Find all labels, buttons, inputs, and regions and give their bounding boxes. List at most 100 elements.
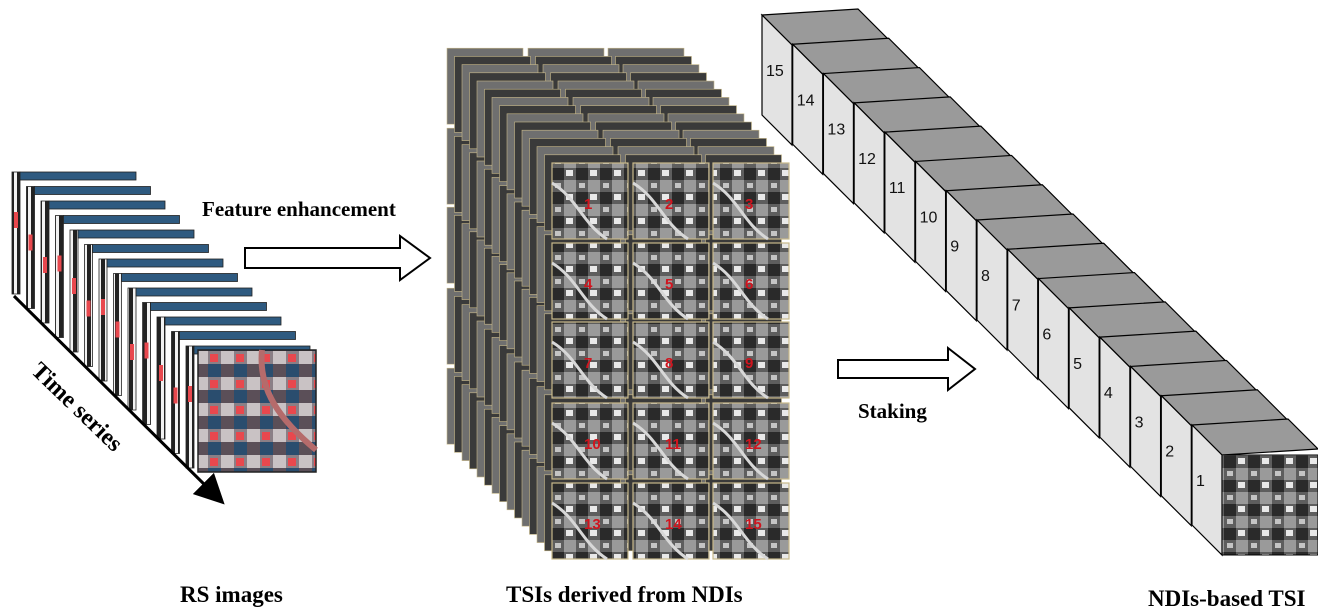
rs-layer-top <box>135 287 253 297</box>
tsi-tile-number: 10 <box>584 436 601 453</box>
stack-cube-number: 1 <box>1196 473 1205 490</box>
tsi-tile-river <box>551 421 608 481</box>
stack-cube-side <box>792 42 824 176</box>
rs-layer-top <box>63 215 180 224</box>
tsi-tile-river <box>632 501 689 561</box>
stack-cube-side <box>976 218 1008 352</box>
rs-layer-top <box>106 258 224 268</box>
stack-cube-number: 4 <box>1104 385 1113 402</box>
stack-cube-number: 10 <box>920 209 938 226</box>
tsi-tile-number: 2 <box>665 196 673 213</box>
rs-layer-mark <box>101 299 105 315</box>
tsi-tile-river <box>632 421 689 481</box>
rs-layer-mark <box>144 342 149 359</box>
tsis-derived-label: TSIs derived from NDIs <box>506 582 743 607</box>
tsi-tile-number: 9 <box>745 355 753 372</box>
rs-images-stack <box>11 171 318 473</box>
stack-cube-side <box>1037 277 1070 411</box>
tsi-tile <box>712 162 790 240</box>
tsi-tile <box>632 162 710 240</box>
tsi-tile-river <box>632 340 689 400</box>
rs-layer-top <box>179 331 296 340</box>
feature-enhancement-arrow <box>244 234 432 282</box>
stack-cube-side <box>1160 394 1192 528</box>
tsi-tile-river <box>712 501 769 561</box>
tsi-tile-river <box>712 340 769 400</box>
rs-layer-mark <box>130 344 134 360</box>
stack-cube-number: 13 <box>827 122 845 139</box>
tsi-tile <box>551 321 629 399</box>
tsi-tile-number: 15 <box>745 516 762 533</box>
stack-cube-number: 15 <box>766 63 784 80</box>
tsi-tile-river <box>551 261 608 321</box>
stack-cube-number: 9 <box>950 239 959 256</box>
ndis-front-image <box>1221 454 1318 556</box>
rs-layer-edge <box>185 345 195 469</box>
stack-cube-number: 3 <box>1135 414 1144 431</box>
tsi-tile-number: 3 <box>745 196 753 213</box>
rs-layer-edge <box>98 258 108 382</box>
tsi-tile-number: 14 <box>665 516 682 533</box>
stack-cube-side <box>1007 247 1039 381</box>
feature-enhancement-label: Feature enhancement <box>202 197 396 221</box>
rs-layer-top <box>150 302 267 311</box>
tsi-tile-number: 11 <box>665 436 681 453</box>
time-series-label: Time series <box>26 358 128 457</box>
tsi-tile-number: 13 <box>584 516 601 533</box>
tsi-tile <box>632 242 710 320</box>
tsi-tile <box>712 402 790 480</box>
tsi-tile-number: 12 <box>745 436 762 453</box>
stack-cube-number: 5 <box>1073 356 1082 373</box>
tsi-tile-river <box>632 261 689 321</box>
ndis-tsi-stack: 15 14 13 12 11 10 9 8 7 6 5 4 3 2 1 <box>760 8 1318 557</box>
tsi-tile <box>551 402 629 480</box>
stack-cube-side <box>822 72 855 206</box>
stack-cube-side <box>914 159 947 293</box>
rs-layer-top <box>34 186 151 195</box>
stack-cube-side <box>761 13 793 147</box>
tsi-tile <box>632 321 710 399</box>
tsi-tile <box>551 242 629 320</box>
stack-cube-number: 6 <box>1042 327 1051 344</box>
staking-label: Staking <box>858 399 927 423</box>
rs-river <box>258 349 318 453</box>
rs-layer-top <box>77 229 195 239</box>
time-series-arrow <box>12 294 225 505</box>
tsi-tile-number: 8 <box>665 355 673 372</box>
rs-layer-mark <box>115 321 120 338</box>
tsi-tile-number: 4 <box>584 276 593 293</box>
rs-front-image <box>197 349 317 473</box>
rs-layer-top <box>19 171 137 181</box>
rs-layer-edge <box>11 171 21 295</box>
rs-layer-top <box>121 273 238 282</box>
tsi-tile-river <box>712 261 769 321</box>
tsi-tile-number: 5 <box>665 276 673 293</box>
rs-layer-top <box>164 316 282 326</box>
rs-layer-mark <box>86 300 91 317</box>
tsi-tile-number: 7 <box>584 355 592 372</box>
stack-cube-side <box>853 101 885 235</box>
stack-cube-number: 12 <box>858 151 876 168</box>
rs-layer-top <box>48 200 166 210</box>
stack-cube-side <box>1099 335 1131 469</box>
tsi-tile-river <box>712 181 769 241</box>
rs-layer-edge <box>55 215 64 338</box>
rs-layer-mark <box>57 255 62 272</box>
rs-layer-top <box>92 244 209 253</box>
stack-cube-side <box>1068 306 1100 440</box>
rs-layer-mark <box>173 387 178 404</box>
tsi-tile-river <box>551 340 608 400</box>
stack-cube-number: 14 <box>797 92 815 109</box>
stack-cube-side <box>884 130 916 264</box>
tsi-tile <box>632 402 710 480</box>
rs-layer-mark <box>43 257 47 273</box>
tsi-tile <box>551 482 629 560</box>
rs-layer-mark <box>188 386 192 402</box>
tsi-tile-number: 6 <box>745 276 753 293</box>
tsi-tile-river <box>712 421 769 481</box>
stack-cube-side <box>1129 364 1162 498</box>
stack-cube-number: 2 <box>1165 444 1174 461</box>
tsi-tile-number: 1 <box>584 196 592 213</box>
